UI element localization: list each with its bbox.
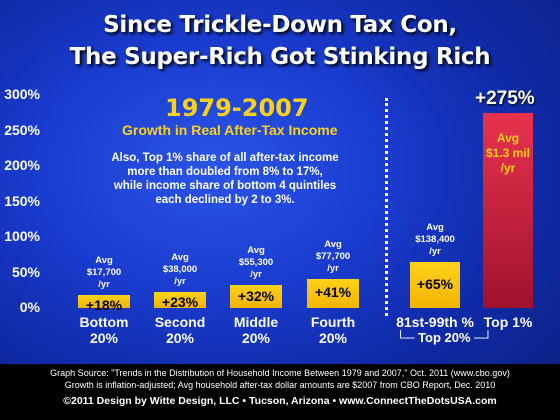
avg-line: /yr xyxy=(327,262,339,274)
y-tick-label: 100% xyxy=(4,228,40,244)
avg-line: $55,300 xyxy=(238,257,274,269)
avg-line: Avg xyxy=(171,251,189,263)
bar xyxy=(483,112,533,308)
avg-line: Avg xyxy=(496,130,520,145)
chart-subtitle: Growth in Real After-Tax Income xyxy=(122,122,338,138)
footer: Graph Source: "Trends in the Distributio… xyxy=(0,364,560,420)
x-category-label: Second 20% xyxy=(154,314,206,346)
bar-value-label: +275% xyxy=(475,87,535,109)
avg-line: /yr xyxy=(429,245,441,257)
bar-value-label: +32% xyxy=(237,287,275,304)
chart-title-line2: The Super-Rich Got Stinking Rich xyxy=(69,44,491,70)
bar-avg-label: Avg $17,700/yr xyxy=(66,255,142,291)
period-label: 1979-2007 xyxy=(165,94,309,122)
bar xyxy=(154,291,206,308)
avg-line: $17,700 xyxy=(86,267,122,279)
bar-avg-label: Avg $77,700/yr xyxy=(295,239,371,275)
note-line: each declined by 2 to 3%. xyxy=(155,194,295,206)
bar-avg-label: Avg $1.3 mil/yr xyxy=(471,131,545,176)
annotation-note: Also, Top 1% share of all after-tax inco… xyxy=(110,151,340,207)
bar-value-label: +18% xyxy=(85,297,123,314)
x-category-label: Fourth 20% xyxy=(310,314,356,346)
avg-line: $138,400 xyxy=(415,233,455,245)
avg-line: Avg xyxy=(324,238,342,250)
avg-line: $38,000 xyxy=(162,263,198,275)
chart-title-line1: Since Trickle-Down Tax Con, xyxy=(103,12,457,38)
y-tick-label: 300% xyxy=(4,86,40,102)
x-category-label: 81st-99th % xyxy=(396,314,474,330)
y-tick-label: 0% xyxy=(19,299,40,315)
avg-line: /yr xyxy=(250,269,262,281)
bar xyxy=(230,285,282,308)
y-tick-label: 200% xyxy=(4,157,40,173)
note-line: while income share of bottom 4 quintiles xyxy=(113,180,337,192)
x-category-label: Bottom 20% xyxy=(79,314,129,346)
x-category-label: Middle 20% xyxy=(233,314,279,346)
x-category-label: Top 1% xyxy=(483,314,533,330)
bar-value-label: +41% xyxy=(314,284,352,301)
bar xyxy=(78,295,130,308)
bar-value-label: +23% xyxy=(161,293,199,310)
top-20-bracket: └─ Top 20% ─┘ xyxy=(396,330,493,345)
footer-source: Graph Source: "Trends in the Distributio… xyxy=(50,368,510,378)
y-tick-label: 250% xyxy=(4,121,40,138)
footer-credit: ©2011 Design by Witte Design, LLC • Tucs… xyxy=(63,395,497,407)
avg-line: Avg xyxy=(426,221,444,233)
avg-line: Avg xyxy=(247,245,265,257)
avg-line: /yr xyxy=(174,275,186,287)
avg-line: Avg xyxy=(95,255,113,267)
note-line: Also, Top 1% share of all after-tax inco… xyxy=(111,152,339,164)
bar-value-label: +65% xyxy=(416,275,454,292)
avg-line: $77,700 xyxy=(315,250,351,262)
avg-line: /yr xyxy=(500,160,516,175)
bar-avg-label: Avg $55,300/yr xyxy=(218,245,294,281)
avg-line: /yr xyxy=(98,279,110,291)
footer-note: Growth is inflation-adjusted; Avg househ… xyxy=(64,380,496,390)
y-tick-label: 150% xyxy=(4,192,40,209)
bar-avg-label: Avg $38,000/yr xyxy=(142,252,218,288)
bar-avg-label: Avg $138,400/yr xyxy=(398,222,472,258)
avg-line: $1.3 mil xyxy=(485,145,531,160)
group-divider xyxy=(385,98,388,316)
bar xyxy=(410,261,460,308)
bar xyxy=(307,278,359,308)
y-tick-label: 50% xyxy=(11,263,40,280)
note-line: more than doubled from 8% to 17%, xyxy=(127,166,323,178)
